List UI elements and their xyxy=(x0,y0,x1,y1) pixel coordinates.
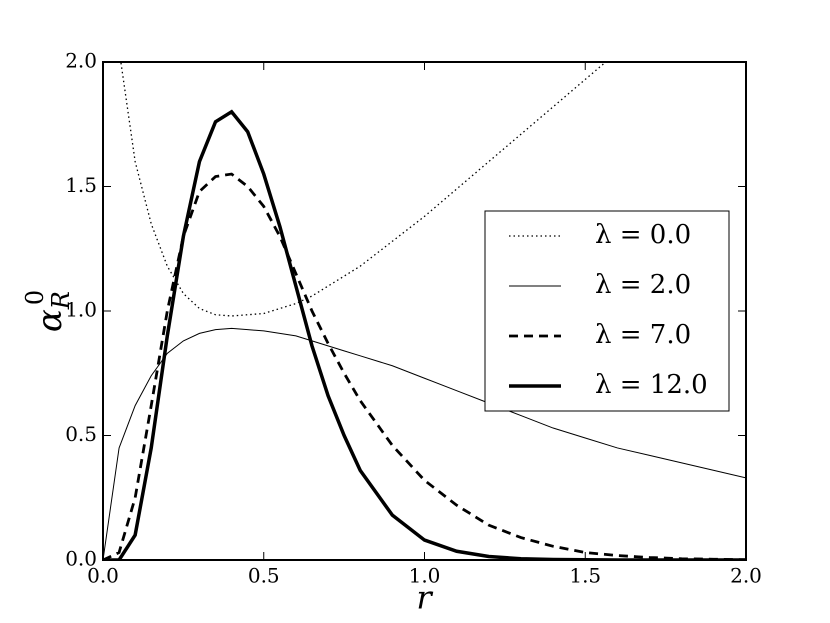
legend-label: λ = 12.0 xyxy=(595,370,708,400)
y-tick-label: 2.0 xyxy=(65,49,97,73)
series-line xyxy=(103,327,746,560)
series-line xyxy=(120,62,607,317)
x-tick-label: 1.0 xyxy=(409,564,441,588)
legend-label: λ = 0.0 xyxy=(595,220,691,250)
y-tick-label: 1.0 xyxy=(65,298,97,322)
x-tick-label: 2.0 xyxy=(730,564,762,588)
y-tick-label: 0.5 xyxy=(65,422,97,446)
series-line xyxy=(103,109,746,560)
x-tick-label: 1.5 xyxy=(569,564,601,588)
legend-box xyxy=(484,210,730,412)
legend-label: λ = 7.0 xyxy=(595,320,691,350)
y-tick-label: 0.0 xyxy=(65,547,97,571)
y-tick-label: 1.5 xyxy=(65,173,97,197)
x-axis-label: r xyxy=(416,579,433,617)
legend-label: λ = 2.0 xyxy=(595,270,691,300)
x-tick-label: 0.5 xyxy=(248,564,280,588)
y-axis-label: αR0 xyxy=(21,290,75,332)
x-tick-label: 0.0 xyxy=(87,564,119,588)
